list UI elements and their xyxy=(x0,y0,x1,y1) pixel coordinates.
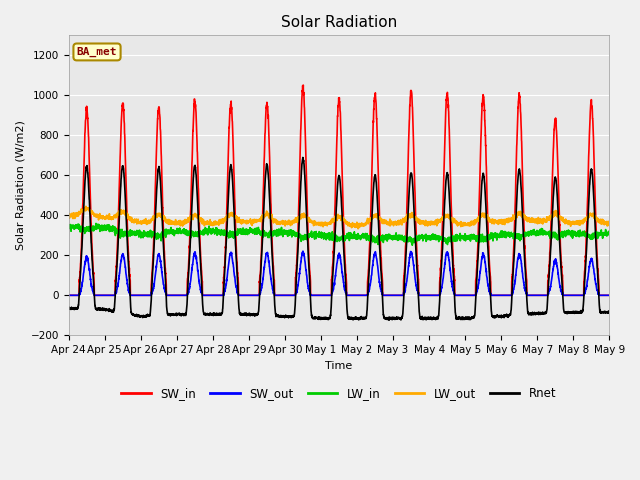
Rnet xyxy=(216,311,223,316)
LW_out xyxy=(180,219,188,225)
SW_in xyxy=(401,256,409,262)
SW_in xyxy=(65,292,72,298)
LW_in xyxy=(554,233,562,239)
SW_in xyxy=(300,82,307,88)
LW_in xyxy=(605,232,613,238)
SW_out xyxy=(401,287,409,292)
Rnet xyxy=(554,209,562,215)
SW_out xyxy=(554,271,562,277)
Rnet xyxy=(605,309,613,314)
LW_out xyxy=(605,218,613,224)
SW_in xyxy=(216,292,223,298)
LW_out xyxy=(605,220,613,226)
LW_out xyxy=(82,204,90,209)
Text: BA_met: BA_met xyxy=(77,47,117,57)
Y-axis label: Solar Radiation (W/m2): Solar Radiation (W/m2) xyxy=(15,120,25,250)
SW_out xyxy=(180,292,188,298)
X-axis label: Time: Time xyxy=(325,360,353,371)
SW_out xyxy=(299,248,307,254)
SW_in xyxy=(180,292,188,298)
LW_out xyxy=(392,220,399,226)
SW_in xyxy=(605,292,612,298)
SW_out xyxy=(65,292,72,298)
LW_in xyxy=(392,236,399,241)
LW_in xyxy=(408,242,416,248)
Rnet xyxy=(299,155,307,160)
Line: SW_out: SW_out xyxy=(68,251,609,295)
LW_out xyxy=(65,213,72,219)
LW_out xyxy=(355,226,362,232)
LW_out xyxy=(554,212,562,218)
SW_out xyxy=(605,292,613,298)
LW_in xyxy=(216,227,223,233)
Title: Solar Radiation: Solar Radiation xyxy=(281,15,397,30)
LW_out xyxy=(216,221,223,227)
LW_in xyxy=(180,230,188,236)
Line: LW_out: LW_out xyxy=(68,206,609,229)
SW_out xyxy=(605,292,612,298)
LW_in xyxy=(65,225,72,231)
Rnet xyxy=(401,265,409,271)
LW_in xyxy=(92,220,100,226)
SW_in xyxy=(392,292,399,298)
SW_in xyxy=(554,171,562,177)
SW_in xyxy=(605,292,613,298)
LW_in xyxy=(605,229,613,235)
LW_in xyxy=(401,238,409,243)
SW_out xyxy=(392,292,399,298)
Rnet xyxy=(392,315,399,321)
Line: LW_in: LW_in xyxy=(68,223,609,245)
Line: Rnet: Rnet xyxy=(68,157,609,320)
Line: SW_in: SW_in xyxy=(68,85,609,295)
Rnet xyxy=(605,310,613,315)
Legend: SW_in, SW_out, LW_in, LW_out, Rnet: SW_in, SW_out, LW_in, LW_out, Rnet xyxy=(116,382,561,404)
SW_out xyxy=(216,292,223,298)
LW_out xyxy=(401,217,409,223)
Rnet xyxy=(65,305,72,311)
Rnet xyxy=(180,311,188,317)
Rnet xyxy=(385,317,393,323)
